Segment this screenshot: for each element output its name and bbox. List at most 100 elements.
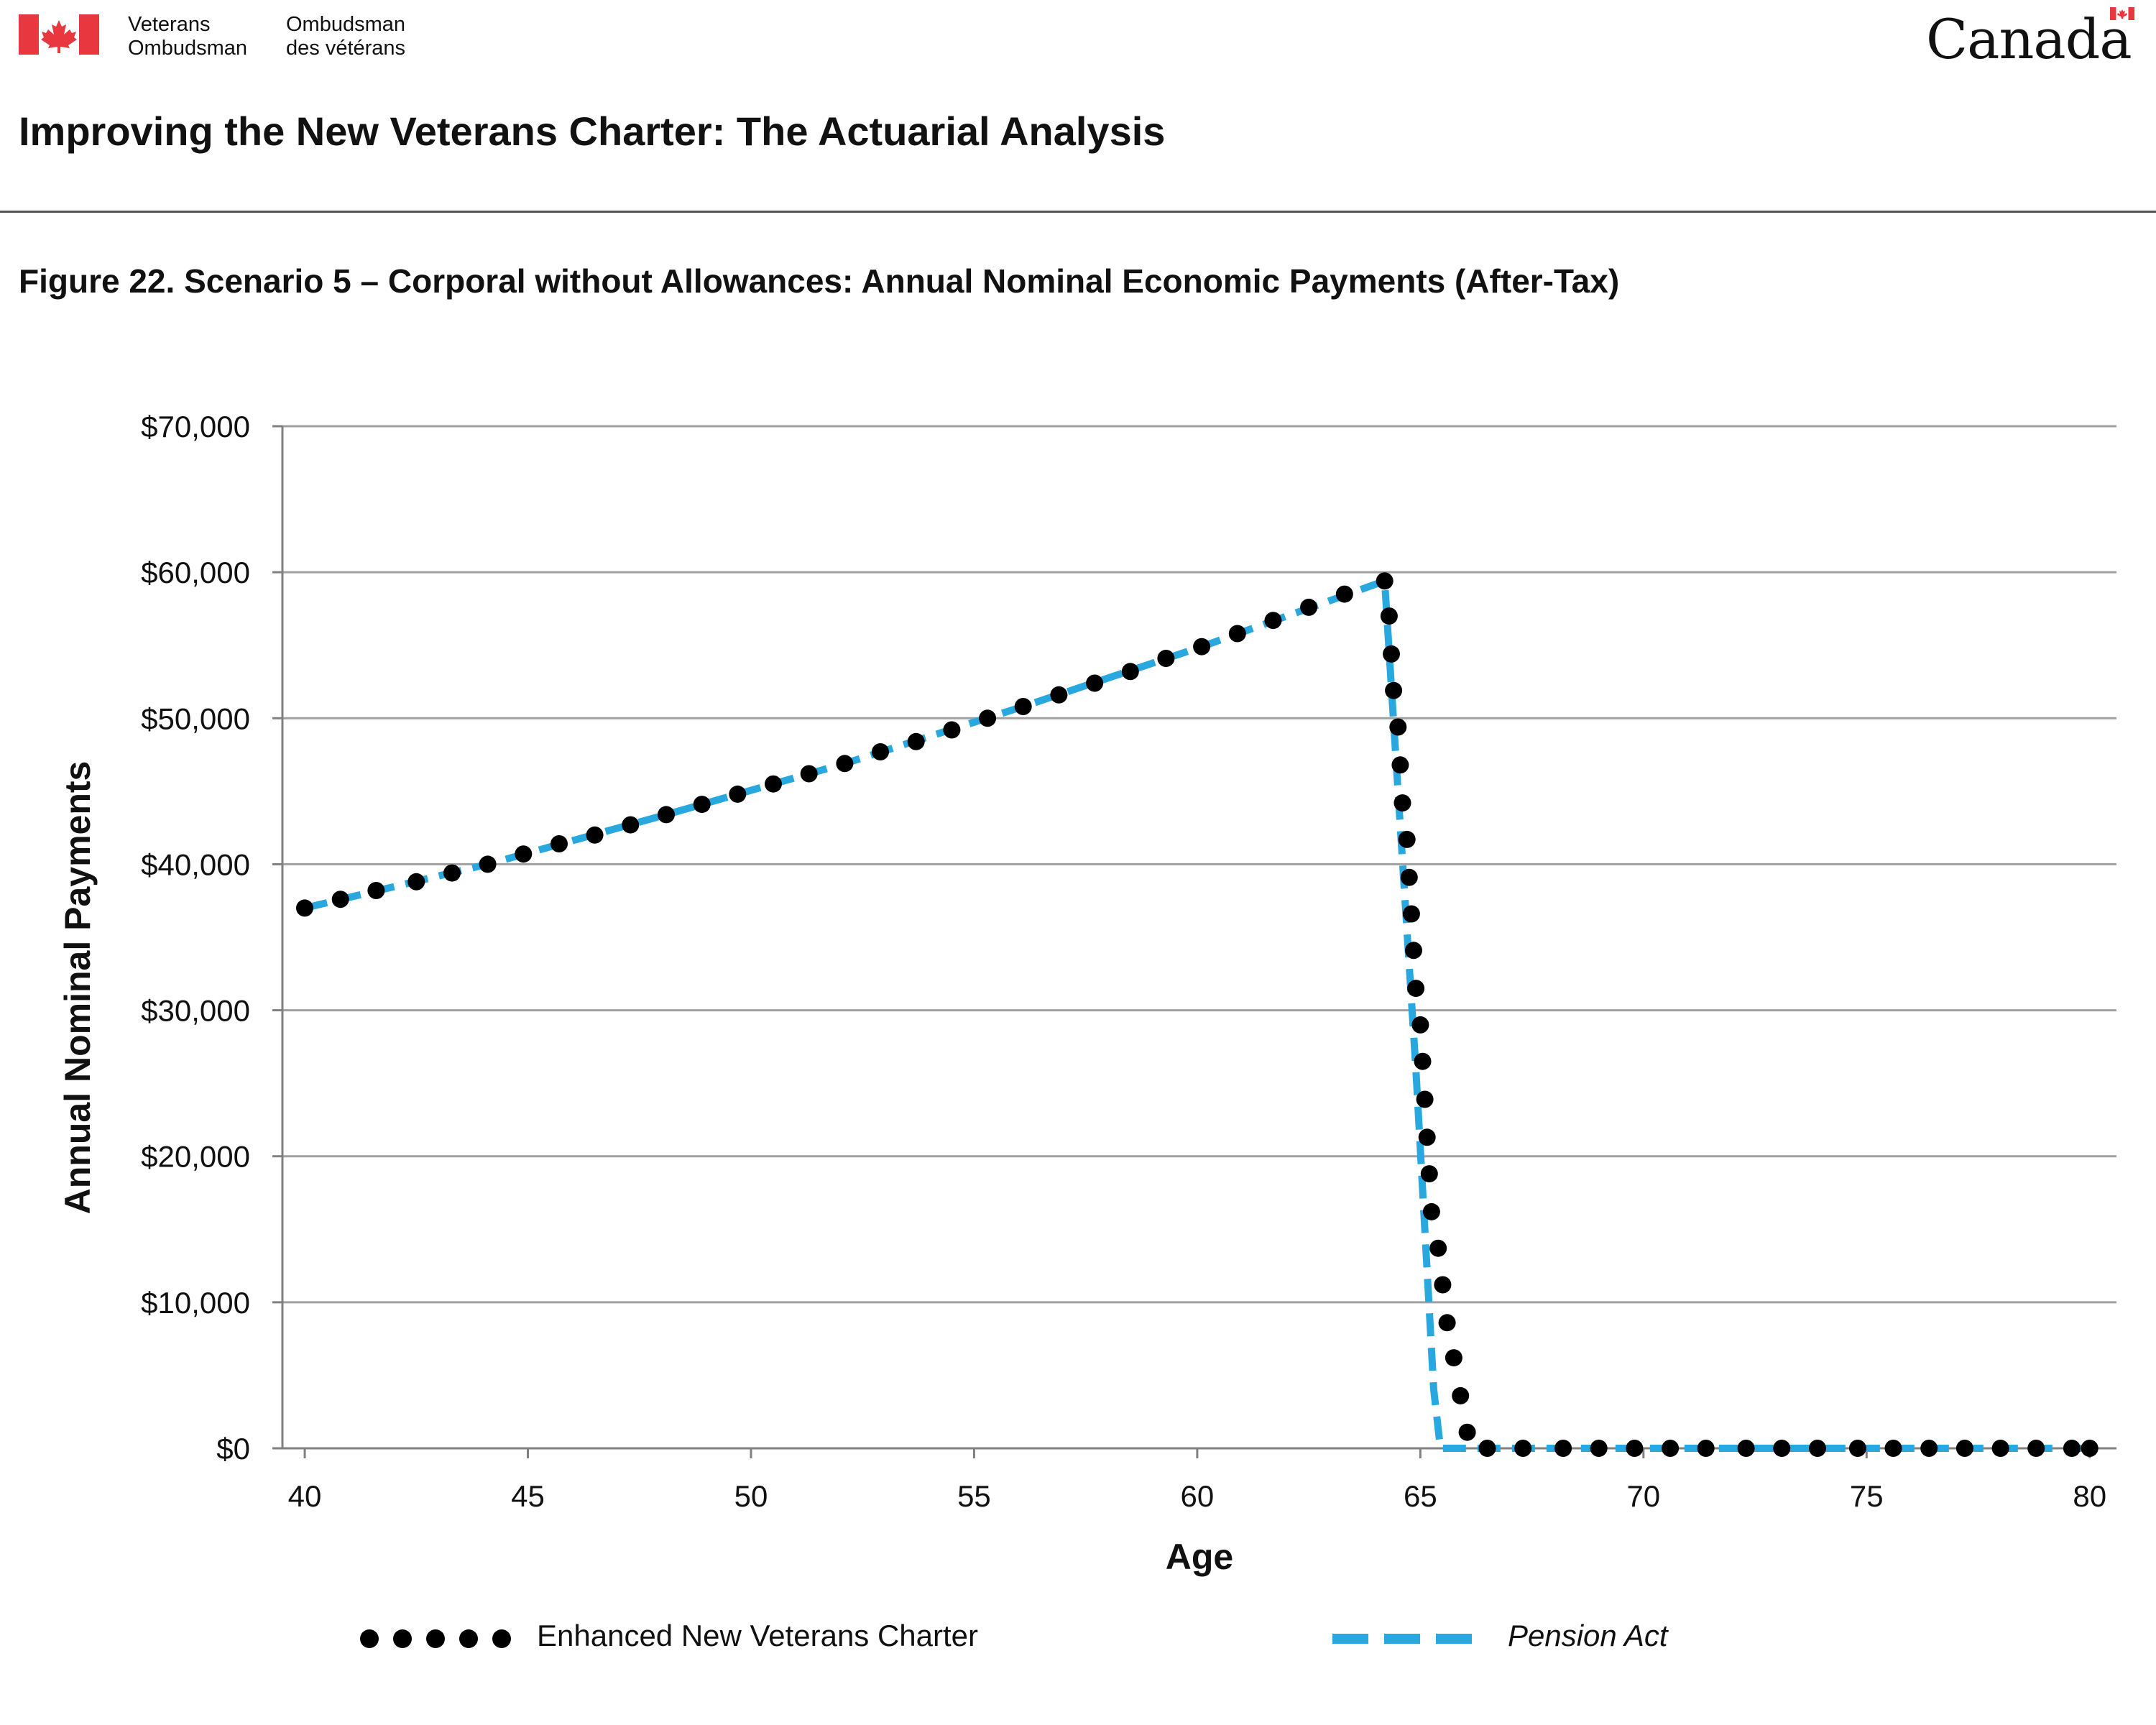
page-header: Veterans Ombudsman Ombudsman des vétéran…: [0, 0, 2156, 216]
canada-flag-icon: [19, 14, 99, 55]
x-tick-label: 70: [1626, 1479, 1660, 1513]
data-point-enhanced-nvc: [622, 816, 640, 834]
data-point-enhanced-nvc: [1438, 1314, 1456, 1332]
data-point-enhanced-nvc: [1411, 1016, 1429, 1034]
legend-label-enhanced-nvc: Enhanced New Veterans Charter: [537, 1619, 979, 1652]
data-point-enhanced-nvc: [1478, 1440, 1496, 1457]
data-point-enhanced-nvc: [1376, 572, 1393, 590]
data-point-enhanced-nvc: [1662, 1440, 1680, 1457]
y-tick-label: $20,000: [141, 1140, 250, 1174]
data-point-enhanced-nvc: [1385, 681, 1403, 699]
chart-title: Figure 22. Scenario 5 – Corporal without…: [19, 262, 1620, 300]
data-point-enhanced-nvc: [1420, 1165, 1438, 1183]
gridlines: [282, 425, 2116, 1304]
org-name-english-line1: Veterans: [128, 13, 211, 36]
data-point-enhanced-nvc: [1422, 1202, 1440, 1220]
data-point-enhanced-nvc: [765, 775, 782, 793]
org-name-french: Ombudsman des vétérans: [286, 13, 405, 60]
y-tick-label: $10,000: [141, 1286, 250, 1320]
data-point-enhanced-nvc: [1193, 638, 1211, 656]
report-title: Improving the New Veterans Charter: The …: [19, 109, 1166, 154]
data-point-enhanced-nvc: [1514, 1440, 1532, 1457]
x-tick-label: 50: [734, 1479, 768, 1513]
data-point-enhanced-nvc: [1920, 1440, 1938, 1457]
x-tick-label: 60: [1181, 1479, 1215, 1513]
data-point-enhanced-nvc: [1335, 585, 1353, 603]
data-point-enhanced-nvc: [729, 785, 747, 803]
data-point-enhanced-nvc: [1848, 1440, 1866, 1457]
data-point-enhanced-nvc: [1991, 1440, 2009, 1457]
data-point-enhanced-nvc: [1554, 1440, 1572, 1457]
org-name-english-line2: Ombudsman: [128, 37, 248, 60]
data-point-enhanced-nvc: [1418, 1128, 1436, 1146]
data-point-enhanced-nvc: [1393, 794, 1411, 812]
data-point-enhanced-nvc: [907, 732, 925, 750]
y-axis-title: Annual Nominal Payments: [57, 761, 98, 1215]
y-tick-label: $60,000: [141, 556, 250, 589]
data-point-enhanced-nvc: [836, 755, 854, 773]
canada-wordmark: Canada: [1926, 4, 2142, 71]
data-point-enhanced-nvc: [479, 855, 497, 873]
data-point-enhanced-nvc: [943, 721, 961, 739]
data-point-enhanced-nvc: [1697, 1440, 1715, 1457]
data-point-enhanced-nvc: [550, 835, 568, 852]
data-point-enhanced-nvc: [2063, 1440, 2081, 1457]
x-axis-title: Age: [1166, 1537, 1233, 1577]
y-tick-label: $70,000: [141, 410, 250, 443]
data-point-enhanced-nvc: [1391, 756, 1409, 774]
data-point-enhanced-nvc: [1405, 942, 1422, 960]
data-point-enhanced-nvc: [1300, 598, 1318, 616]
data-point-enhanced-nvc: [1626, 1440, 1644, 1457]
data-point-enhanced-nvc: [1407, 980, 1425, 998]
data-point-enhanced-nvc: [1452, 1386, 1470, 1404]
org-name-french-line1: Ombudsman: [286, 13, 406, 36]
x-tick-label: 45: [511, 1479, 545, 1513]
data-point-enhanced-nvc: [1773, 1440, 1791, 1457]
data-point-enhanced-nvc: [407, 873, 425, 891]
y-tick-label: $0: [216, 1432, 250, 1466]
data-point-enhanced-nvc: [367, 882, 385, 899]
header-divider: [0, 211, 2156, 213]
data-point-enhanced-nvc: [1050, 686, 1068, 704]
data-point-enhanced-nvc: [979, 709, 997, 727]
data-point-enhanced-nvc: [515, 845, 533, 863]
data-point-enhanced-nvc: [2081, 1440, 2099, 1457]
x-tick-label: 65: [1404, 1479, 1437, 1513]
x-tick-label: 55: [957, 1479, 991, 1513]
data-point-enhanced-nvc: [1398, 830, 1416, 848]
data-point-enhanced-nvc: [331, 891, 349, 908]
y-tick-label: $40,000: [141, 847, 250, 881]
canada-wordmark-text: Canada: [1926, 7, 2132, 71]
data-point-enhanced-nvc: [1402, 905, 1420, 923]
data-point-enhanced-nvc: [1434, 1276, 1452, 1294]
data-point-enhanced-nvc: [1400, 868, 1418, 886]
data-point-enhanced-nvc: [2027, 1440, 2045, 1457]
tick-labels: $0 $10,000 $20,000 $30,000 $40,000 $50,000 $60…: [141, 410, 2106, 1513]
data-point-enhanced-nvc: [1590, 1440, 1608, 1457]
axes: [272, 425, 2116, 1458]
data-point-enhanced-nvc: [1445, 1349, 1462, 1367]
data-point-enhanced-nvc: [1228, 625, 1246, 643]
data-point-enhanced-nvc: [1380, 607, 1398, 625]
data-point-enhanced-nvc: [1389, 718, 1407, 736]
data-point-enhanced-nvc: [1264, 612, 1282, 630]
data-point-enhanced-nvc: [1884, 1440, 1902, 1457]
data-point-enhanced-nvc: [586, 826, 604, 844]
data-point-enhanced-nvc: [1014, 698, 1032, 715]
x-tick-label: 75: [1850, 1479, 1884, 1513]
data-point-enhanced-nvc: [1458, 1423, 1476, 1441]
legend-label-pension-act: Pension Act: [1508, 1619, 1668, 1652]
legend-swatch-dashed: [1332, 1634, 1486, 1644]
data-point-enhanced-nvc: [872, 743, 889, 760]
data-point-enhanced-nvc: [1414, 1052, 1432, 1070]
canada-wordmark-flag-icon: [2110, 7, 2134, 20]
legend-item-pension-act: Pension Act: [1330, 1603, 1904, 1675]
data-point-enhanced-nvc: [693, 796, 711, 814]
series-layer: [296, 572, 2099, 1457]
x-tick-label: 40: [288, 1479, 322, 1513]
org-name-french-line2: des vétérans: [286, 37, 406, 60]
series-line-pension-act: [303, 577, 2090, 1452]
org-name-english: Veterans Ombudsman: [128, 13, 247, 60]
data-point-enhanced-nvc: [1383, 645, 1400, 663]
